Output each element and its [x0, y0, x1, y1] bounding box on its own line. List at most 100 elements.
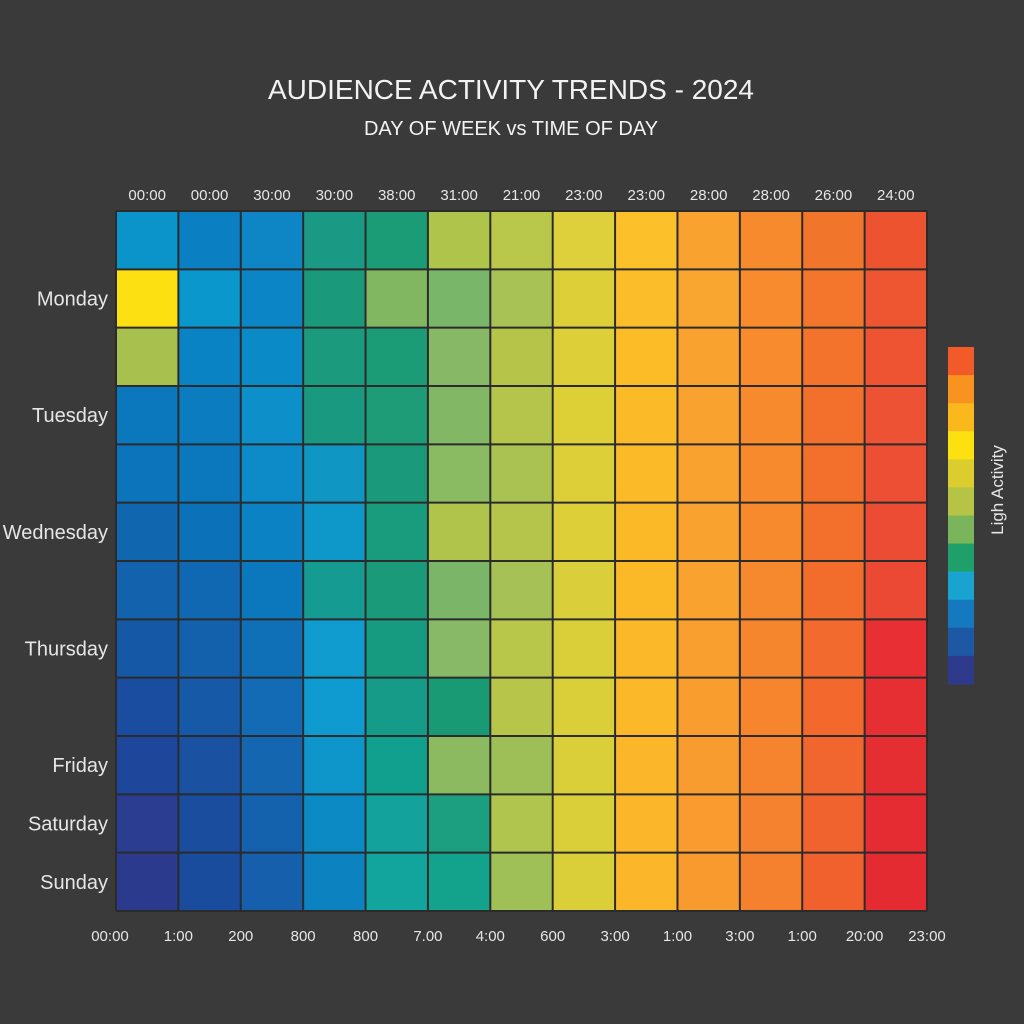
heatmap-cell [552, 502, 616, 561]
x-bottom-tick-label: 3:00 [600, 928, 629, 945]
heatmap-cell [116, 677, 179, 736]
heatmap-cell [864, 677, 927, 736]
heatmap-cell [116, 269, 179, 328]
heatmap-cell [303, 561, 366, 620]
heatmap-cell [303, 269, 366, 328]
heatmap-cell [365, 736, 428, 795]
heatmap-cell [303, 794, 366, 853]
heatmap-cell [864, 619, 927, 678]
heatmap-cell [864, 327, 927, 386]
heatmap-cell [178, 269, 241, 328]
x-bottom-tick-label: 1:00 [663, 928, 692, 945]
heatmap-cell [552, 852, 616, 911]
x-top-tick-label: 38:00 [378, 187, 416, 204]
heatmap-cell [677, 561, 740, 620]
heatmap-cell [178, 619, 241, 678]
heatmap-cell [677, 619, 740, 678]
heatmap-cell [802, 444, 865, 503]
x-top-tick-label: 28:00 [752, 187, 790, 204]
heatmap-cell [739, 327, 803, 386]
heatmap-cell [552, 211, 616, 270]
heatmap-cell [615, 794, 678, 853]
heatmap-cell [178, 794, 241, 853]
x-bottom-tick-label: 800 [353, 928, 378, 945]
heatmap-cell [677, 269, 740, 328]
heatmap-cell [739, 211, 803, 270]
x-bottom-tick-label: 00:00 [91, 928, 129, 945]
y-axis-day-label: Monday [37, 289, 108, 311]
x-bottom-tick-label: 600 [540, 928, 565, 945]
heatmap-cell [739, 619, 803, 678]
heatmap-cell [490, 386, 553, 445]
legend-swatch [948, 431, 974, 460]
heatmap-cell [490, 444, 553, 503]
heatmap-cell [739, 386, 803, 445]
heatmap-cell [864, 444, 927, 503]
heatmap-cell [178, 502, 241, 561]
heatmap-cell [116, 327, 179, 386]
heatmap-cell [552, 794, 616, 853]
heatmap-cell [552, 619, 616, 678]
heatmap-cell [116, 444, 179, 503]
legend-swatch [948, 599, 974, 629]
heatmap-cell [739, 444, 803, 503]
heatmap-cell [864, 852, 927, 911]
legend-swatch [948, 403, 974, 432]
heatmap-cell [490, 502, 553, 561]
chart-title: AUDIENCE ACTIVITY TRENDS - 2024 [268, 74, 754, 105]
heatmap-cell [615, 386, 678, 445]
heatmap-cell [178, 211, 241, 270]
x-top-tick-label: 24:00 [877, 187, 915, 204]
heatmap-cell [677, 444, 740, 503]
heatmap-cell [615, 502, 678, 561]
heatmap-cell [552, 444, 616, 503]
x-top-tick-label: 31:00 [440, 187, 478, 204]
heatmap-cell [802, 794, 865, 853]
heatmap-cell [178, 561, 241, 620]
heatmap-cell [802, 327, 865, 386]
legend-swatch [948, 571, 974, 601]
heatmap-cell [615, 619, 678, 678]
x-bottom-tick-label: 800 [291, 928, 316, 945]
y-axis-day-label: Friday [52, 755, 108, 777]
x-bottom-tick-label: 7.00 [413, 928, 442, 945]
heatmap-cell [178, 327, 241, 386]
y-axis-day-label: Tuesday [32, 405, 108, 427]
heatmap-cell [178, 852, 241, 911]
heatmap-cell [303, 327, 366, 386]
heatmap-cell [427, 327, 491, 386]
heatmap-cell [802, 619, 865, 678]
heatmap-cell [490, 619, 553, 678]
y-axis-day-label: Sunday [40, 872, 108, 894]
heatmap-cell [116, 386, 179, 445]
x-axis-bottom-ticks: 00:00 1:00 200 800 800 7.00 4:00 600 3:00 1:00 3:0… [91, 928, 946, 945]
heatmap-cell [365, 386, 428, 445]
heatmap-cell [490, 794, 553, 853]
x-top-tick-label: 30:00 [253, 187, 291, 204]
heatmap-cell [677, 386, 740, 445]
heatmap-cell [739, 794, 803, 853]
color-legend [948, 347, 974, 685]
heatmap-cell [739, 852, 803, 911]
heatmap-cell [677, 327, 740, 386]
heatmap-cell [552, 561, 616, 620]
legend-swatch [948, 627, 974, 657]
legend-swatch [948, 655, 974, 685]
heatmap-cell [739, 269, 803, 328]
heatmap-cell [490, 269, 553, 328]
x-top-tick-label: 00:00 [191, 187, 229, 204]
heatmap-cell [615, 561, 678, 620]
heatmap-cell [427, 561, 491, 620]
heatmap-cell [552, 736, 616, 795]
y-axis-labels: Monday Tuesday Wednesday Thursday Friday Satu… [3, 289, 108, 894]
x-bottom-tick-label: 200 [228, 928, 253, 945]
heatmap-cell [615, 327, 678, 386]
heatmap-cell [864, 736, 927, 795]
heatmap-cell [864, 211, 927, 270]
heatmap-cell [739, 677, 803, 736]
heatmap-cell [365, 327, 428, 386]
heatmap-cell [240, 211, 304, 270]
heatmap-cell [303, 386, 366, 445]
legend-swatch [948, 487, 974, 516]
